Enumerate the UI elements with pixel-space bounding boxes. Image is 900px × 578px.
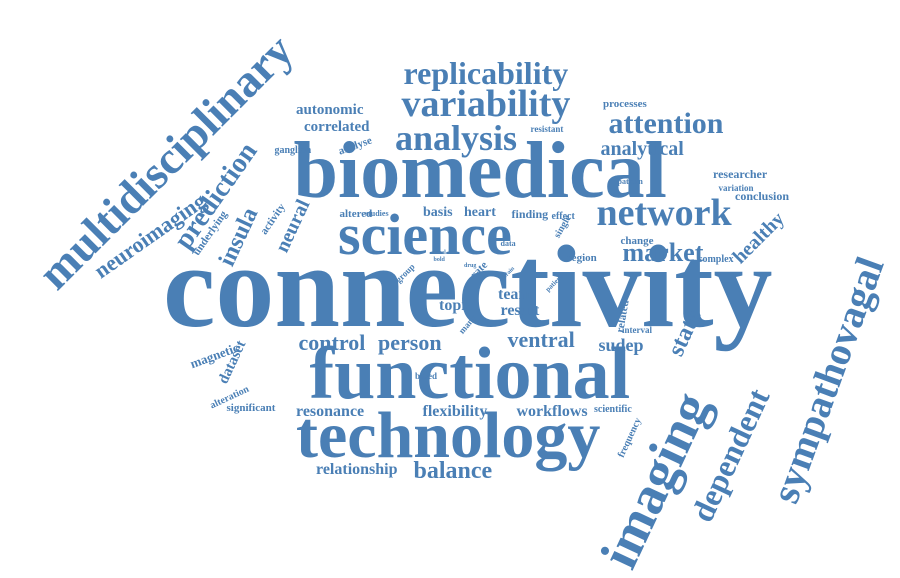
word-complex: complex [698,254,734,265]
word-processes: processes [603,97,647,110]
word-effect: effect [551,211,575,222]
word-sympathovagal: sympathovagal [762,251,893,509]
word-person: person [378,330,442,355]
word-attention: attention [608,107,724,140]
word-functional: functional [309,333,631,415]
word-conclusion: conclusion [735,189,790,203]
word-variability: variability [401,83,571,125]
word-basal: basal [432,250,446,256]
word-sudep: sudep [598,335,644,355]
word-basis: basis [423,205,453,220]
word-ganglion: ganglion [274,145,312,156]
word-resistant: resistant [530,123,564,134]
word-variation: variation [718,182,754,193]
word-balance: balance [413,458,493,484]
word-data: data [500,239,516,248]
word-bold: bold [433,257,445,263]
word-autonomic: autonomic [296,101,364,118]
word-researcher: researcher [713,167,768,181]
word-based: based [415,370,438,381]
word-scientific: scientific [594,404,632,415]
word-control: control [298,330,366,355]
word-technology: technology [296,399,601,472]
word-pattern: pattern [617,177,643,186]
word-team: team [498,286,532,303]
word-network: network [596,192,732,234]
word-workflows: workflows [516,403,588,420]
word-flexibility: flexibility [422,403,488,420]
word-connectivity: connectivity [163,221,773,352]
word-heart: heart [464,205,496,220]
word-resonance: resonance [296,403,365,420]
word-significant: significant [226,401,276,414]
word-region: region [567,251,597,264]
word-science: science [338,202,512,267]
word-analytical: analytical [600,138,684,160]
word-studies: studies [365,209,389,218]
word-altered: altered [339,207,373,220]
word-finding: finding [511,207,549,221]
word-replicability: replicability [403,55,569,91]
word-relationship: relationship [316,461,398,478]
word-drug: drug [464,263,477,269]
word-analysis: analysis [395,118,518,158]
word-change: change [620,234,654,247]
word-topic: topic [439,297,473,314]
word-interval: interval [622,324,652,335]
word-ventral: ventral [507,327,575,352]
word-correlated: correlated [304,118,370,135]
word-result: result [500,302,540,319]
word-market: market [622,238,704,267]
word-biomedical: biomedical [293,127,667,215]
